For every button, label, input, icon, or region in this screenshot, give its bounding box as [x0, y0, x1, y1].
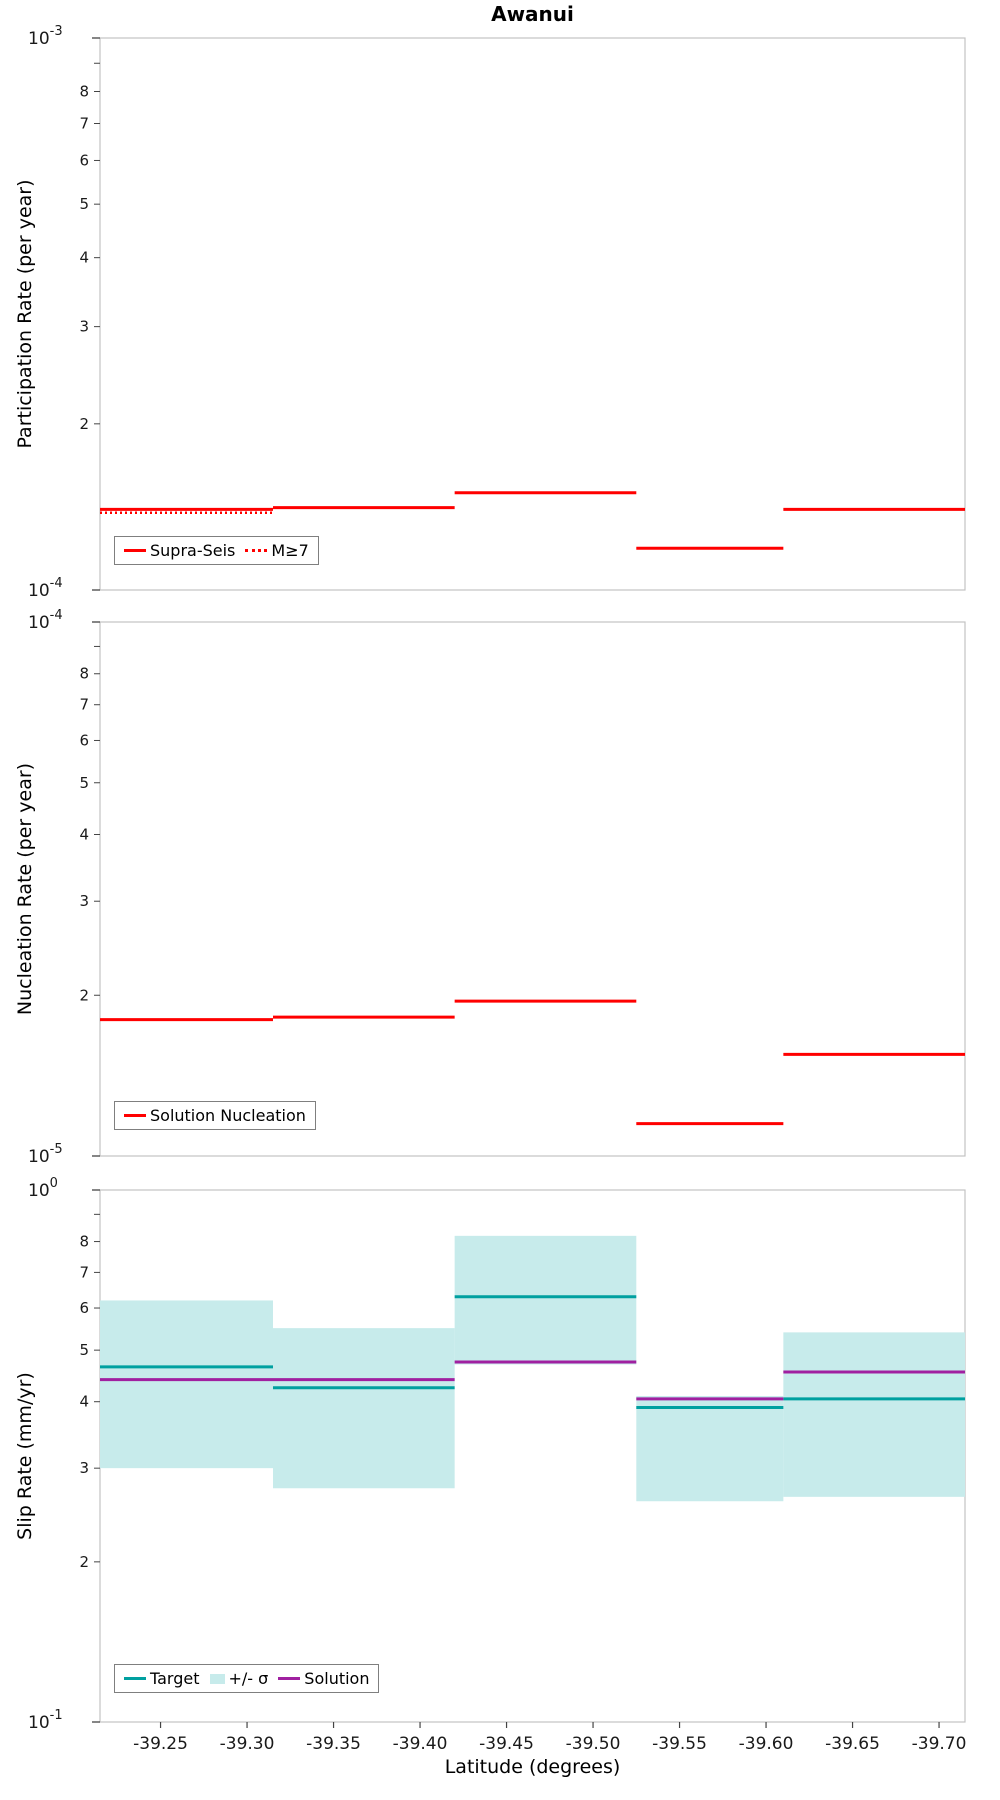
y-decade-label: 10-4 [28, 576, 63, 601]
y-tick-label: 7 [79, 696, 89, 714]
y-tick-label: 2 [79, 986, 89, 1004]
y-decade-label: 10-4 [28, 608, 63, 633]
legend-participation: Supra-Seis M≥7 [114, 536, 319, 565]
y-tick-label: 8 [79, 1233, 89, 1251]
y-tick-label: 4 [79, 249, 89, 267]
x-tick-label: -39.40 [393, 1734, 448, 1754]
y-tick-label: 7 [79, 1263, 89, 1281]
y-decade-label: 100 [28, 1176, 58, 1201]
y-decade-label: 10-5 [28, 1142, 63, 1167]
y-tick-label: 4 [79, 1393, 89, 1411]
sigma-band-seg-0 [100, 1300, 273, 1469]
sigma-band-seg-1 [273, 1328, 455, 1489]
sigma-band-seg-2 [454, 1235, 637, 1365]
solution-nucleation-line-sample-icon [124, 1114, 146, 1117]
supra-seis-line-sample-icon [124, 549, 146, 552]
legend-label-supra-seis: Supra-Seis [150, 541, 236, 560]
legend-label-sigma: +/- σ [228, 1669, 269, 1688]
x-tick-label: -39.60 [739, 1734, 794, 1754]
legend-item-target: Target [124, 1669, 200, 1688]
y-tick-label: 2 [79, 1553, 89, 1571]
legend-item-m7: M≥7 [245, 541, 309, 560]
y-tick-label: 6 [79, 1299, 89, 1317]
x-tick-label: -39.55 [652, 1734, 707, 1754]
y-tick-label: 3 [79, 892, 89, 910]
sigma-band-seg-4 [783, 1332, 965, 1497]
y-tick-label: 4 [79, 825, 89, 843]
y-tick-label: 3 [79, 1459, 89, 1477]
chart-title: Awanui [491, 2, 574, 26]
legend-label-target: Target [150, 1669, 200, 1688]
target-line-sample-icon [124, 1677, 146, 1680]
legend-item-supra-seis: Supra-Seis [124, 541, 235, 560]
x-tick-label: -39.35 [306, 1734, 361, 1754]
y-tick-label: 6 [79, 151, 89, 169]
solution-line-sample-icon [278, 1677, 301, 1680]
legend-label-m7: M≥7 [271, 541, 309, 560]
x-axis-title: Latitude (degrees) [444, 1756, 621, 1778]
legend-nucleation: Solution Nucleation [114, 1101, 316, 1130]
legend-item-solution: Solution [278, 1669, 369, 1688]
x-tick-label: -39.70 [912, 1734, 967, 1754]
x-tick-label: -39.25 [133, 1734, 188, 1754]
panel-0-border [99, 37, 966, 591]
y-decade-label: 10-1 [28, 1708, 63, 1733]
x-tick-label: -39.30 [220, 1734, 275, 1754]
legend-item-solution-nucleation: Solution Nucleation [124, 1106, 306, 1125]
y-tick-label: 7 [79, 115, 89, 133]
y-tick-label: 6 [79, 731, 89, 749]
y-axis-title-nucleation: Nucleation Rate (per year) [14, 762, 36, 1016]
legend-item-sigma-band: +/- σ [209, 1669, 269, 1688]
y-tick-label: 8 [79, 82, 89, 100]
legend-label-solution-nucleation: Solution Nucleation [150, 1106, 306, 1125]
y-tick-label: 5 [79, 195, 89, 213]
y-decade-label: 10-3 [28, 24, 63, 49]
y-tick-label: 5 [79, 1341, 89, 1359]
x-tick-label: -39.45 [479, 1734, 534, 1754]
y-tick-label: 3 [79, 318, 89, 336]
sigma-band-sample-icon [209, 1673, 225, 1684]
y-tick-label: 5 [79, 774, 89, 792]
legend-slip-rate: Target +/- σ Solution [114, 1664, 380, 1693]
y-axis-title-participation: Participation Rate (per year) [14, 179, 36, 449]
x-tick-label: -39.65 [825, 1734, 880, 1754]
y-tick-label: 8 [79, 665, 89, 683]
y-axis-title-slip-rate: Slip Rate (mm/yr) [14, 1372, 36, 1540]
legend-label-solution: Solution [304, 1669, 370, 1688]
y-tick-label: 2 [79, 415, 89, 433]
sigma-band-seg-3 [636, 1395, 784, 1502]
m7-dotted-line-sample-icon [245, 549, 268, 552]
x-tick-label: -39.50 [566, 1734, 621, 1754]
panel-1-border [99, 621, 966, 1157]
